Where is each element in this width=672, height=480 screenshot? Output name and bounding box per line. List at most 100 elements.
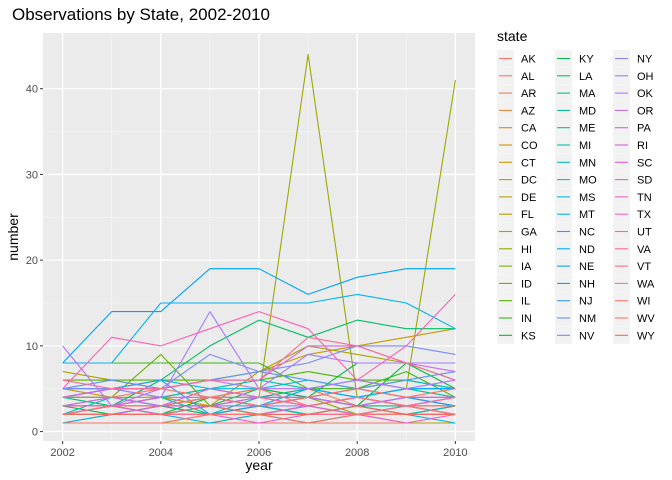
legend-item-co: CO — [497, 136, 538, 154]
legend-label: NJ — [579, 296, 592, 308]
legend-item-mi: MI — [555, 136, 591, 154]
legend-label: IL — [521, 296, 530, 308]
legend-item-nc: NC — [555, 223, 595, 240]
legend-item-in: IN — [497, 309, 532, 327]
y-axis-title: number — [5, 213, 21, 261]
legend-item-tn: TN — [613, 188, 652, 206]
legend-item-az: AZ — [497, 101, 535, 119]
series-line-va — [62, 336, 456, 390]
legend-item-wa: WA — [613, 274, 655, 292]
legend-label: MI — [579, 140, 591, 152]
legend-item-mt: MT — [555, 205, 595, 223]
legend-label: MO — [579, 175, 597, 187]
legend-item-or: OR — [613, 101, 654, 119]
legend-label: NE — [579, 261, 594, 273]
y-axis: 0 10 20 30 40 — [26, 84, 43, 439]
legend-item-ms: MS — [555, 188, 596, 206]
legend-item-id: ID — [497, 274, 532, 292]
legend-items: AK AL AR AZ CA CO CT DC DE FL GA HI IA ID IL IN KS KY LA MA… — [497, 50, 655, 344]
legend-item-ar: AR — [497, 84, 536, 102]
legend-label: NM — [579, 313, 596, 325]
chart-title: Observations by State, 2002-2010 — [12, 5, 270, 24]
legend-label: FL — [521, 209, 534, 221]
legend-label: MN — [579, 157, 596, 169]
legend-item-va: VA — [613, 240, 652, 258]
legend-label: UT — [637, 227, 652, 239]
x-tick-label: 2006 — [247, 447, 271, 459]
major-gridlines — [43, 33, 475, 441]
x-axis-title: year — [245, 457, 273, 473]
series-lines — [62, 53, 456, 424]
legend-item-nd: ND — [555, 240, 595, 258]
legend-item-ga: GA — [497, 223, 538, 240]
legend-label: ND — [579, 244, 595, 256]
legend-item-pa: PA — [613, 119, 652, 137]
legend-item-vt: VT — [613, 257, 651, 275]
series-line-wy — [62, 405, 456, 415]
legend-item-ks: KS — [497, 326, 536, 344]
legend-label: VA — [637, 244, 652, 256]
legend-label: AK — [521, 54, 536, 66]
legend-label: DE — [521, 192, 536, 204]
x-tick-label: 2002 — [50, 447, 74, 459]
legend-label: WY — [637, 330, 655, 342]
legend-label: RI — [637, 140, 648, 152]
legend-label: TX — [637, 209, 652, 221]
legend-item-hi: HI — [497, 240, 532, 258]
legend-item-ct: CT — [497, 153, 536, 171]
legend-label: IN — [521, 313, 532, 325]
legend-item-ia: IA — [497, 257, 532, 275]
legend-item-sd: SD — [613, 171, 652, 189]
legend-item-ne: NE — [555, 257, 594, 275]
legend-label: MA — [579, 88, 596, 100]
legend-label: ID — [521, 278, 532, 290]
legend-label: NY — [637, 54, 653, 66]
y-tick-label: 40 — [26, 84, 38, 96]
legend-item-ok: OK — [613, 84, 654, 102]
legend-label: AR — [521, 88, 536, 100]
series-line-nh — [62, 268, 456, 364]
legend-item-dc: DC — [497, 171, 537, 189]
legend-label: OH — [637, 71, 654, 83]
legend-item-nh: NH — [555, 274, 595, 292]
x-tick-label: 2004 — [149, 447, 173, 459]
legend-label: WV — [637, 313, 655, 325]
legend-item-oh: OH — [613, 67, 654, 85]
x-axis: 2002 2004 2006 2008 2010 — [50, 441, 468, 459]
legend-label: TN — [637, 192, 652, 204]
legend-label: IA — [521, 261, 532, 273]
legend-item-ky: KY — [555, 50, 594, 67]
legend: state AK AL AR AZ CA CO CT DC DE FL GA HI IA ID IL IN KS… — [497, 28, 655, 344]
y-tick-label: 0 — [32, 427, 38, 439]
legend-item-ri: RI — [613, 136, 648, 154]
legend-item-nv: NV — [555, 326, 595, 344]
legend-item-ny: NY — [613, 50, 653, 67]
series-line-nc — [62, 293, 456, 364]
legend-item-me: ME — [555, 119, 596, 137]
legend-label: CA — [521, 123, 537, 135]
legend-item-il: IL — [497, 292, 530, 310]
legend-label: MS — [579, 192, 596, 204]
legend-item-de: DE — [497, 188, 536, 206]
legend-item-nm: NM — [555, 309, 596, 327]
legend-item-wv: WV — [613, 309, 655, 327]
legend-label: SD — [637, 175, 652, 187]
series-line-wi — [62, 388, 456, 407]
legend-item-ca: CA — [497, 119, 537, 137]
legend-item-md: MD — [555, 101, 596, 119]
legend-item-mo: MO — [555, 171, 597, 189]
legend-label: LA — [579, 71, 593, 83]
legend-label: HI — [521, 244, 532, 256]
series-line-wa — [62, 388, 456, 415]
legend-label: WI — [637, 296, 650, 308]
legend-item-ak: AK — [497, 50, 536, 67]
legend-label: VT — [637, 261, 651, 273]
legend-label: OR — [637, 105, 654, 117]
legend-label: OK — [637, 88, 654, 100]
legend-item-nj: NJ — [555, 292, 592, 310]
legend-item-wy: WY — [613, 326, 655, 344]
legend-item-fl: FL — [497, 205, 534, 223]
legend-label: CT — [521, 157, 536, 169]
legend-label: GA — [521, 227, 538, 239]
